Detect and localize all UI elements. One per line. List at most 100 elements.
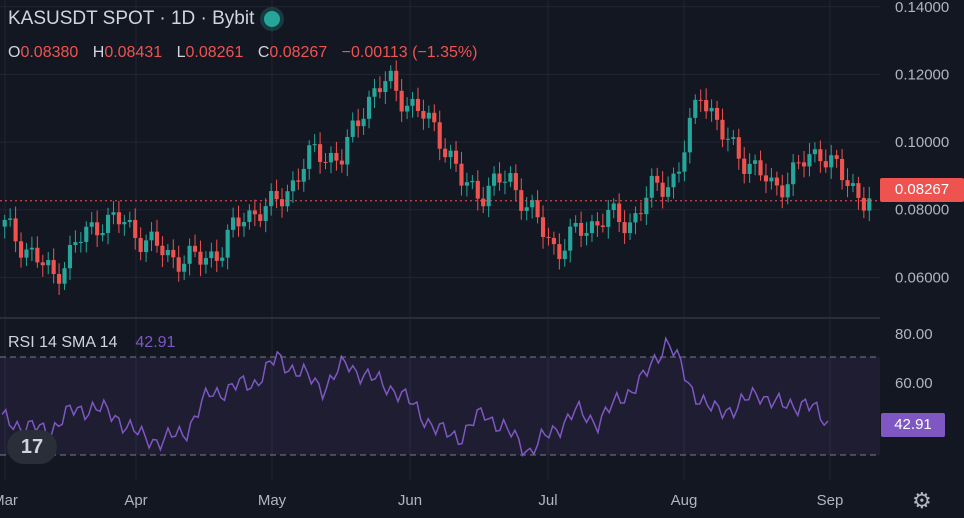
candle-body <box>149 231 154 241</box>
tradingview-logo-icon[interactable]: 17 <box>7 430 57 464</box>
candle-body <box>856 183 861 198</box>
candle-body <box>421 111 426 119</box>
candle-body <box>105 214 111 234</box>
candle-body <box>399 90 404 112</box>
candle-body <box>84 226 89 242</box>
candle-body <box>258 214 263 221</box>
candle-body <box>742 158 747 174</box>
candle-body <box>801 162 807 167</box>
candle-body <box>225 229 230 258</box>
market-status-icon <box>264 10 281 27</box>
candle-body <box>753 160 758 164</box>
candle-body <box>807 154 812 167</box>
candle-body <box>829 155 834 168</box>
candle-body <box>247 210 252 223</box>
candle-body <box>312 144 317 146</box>
candle-body <box>600 225 605 227</box>
low-label: L <box>176 44 186 61</box>
ohlc-readout: O0.08380 H0.08431 L0.08261 C0.08267 −0.0… <box>8 44 487 62</box>
time-axis-tick: Sep <box>817 492 844 509</box>
candle-body <box>513 173 518 191</box>
candle-body <box>279 199 285 207</box>
candle-body <box>40 262 45 266</box>
candle-body <box>606 210 611 227</box>
symbol-legend[interactable]: KASUSDT SPOT · 1D · Bybit <box>8 8 281 30</box>
candle-body <box>562 250 567 260</box>
candle-body <box>334 152 339 161</box>
candle-body <box>236 217 241 227</box>
candle-body <box>475 180 480 199</box>
rsi-band-fill <box>0 357 880 455</box>
candle-body <box>497 173 502 183</box>
candle-body <box>24 249 29 258</box>
candle-body <box>693 99 698 118</box>
high-value: 0.08431 <box>104 44 163 61</box>
candle-body <box>307 145 312 169</box>
candle-body <box>676 171 682 174</box>
candle-body <box>579 222 584 236</box>
candle-body <box>138 237 143 253</box>
candle-body <box>318 144 323 162</box>
candle-body <box>524 207 529 211</box>
candle-body <box>622 222 627 234</box>
change-value: −0.00113 (−1.35%) <box>341 44 478 61</box>
candle-body <box>448 150 453 158</box>
candle-body <box>388 70 393 82</box>
candle-body <box>296 180 301 182</box>
candle-body <box>57 274 62 284</box>
candle-body <box>426 112 431 119</box>
close-label: C <box>257 44 270 61</box>
candle-body <box>383 81 388 93</box>
candle-body <box>720 119 725 140</box>
candle-body <box>714 107 720 120</box>
candle-body <box>687 117 692 153</box>
candle-body <box>660 182 665 197</box>
candle-body <box>214 251 219 261</box>
candle-body <box>709 107 714 112</box>
candle-body <box>231 217 236 230</box>
candle-body <box>62 268 67 284</box>
candle-body <box>584 233 589 236</box>
candle-body <box>356 120 361 127</box>
candle-body <box>573 222 578 227</box>
candle-body <box>372 88 377 97</box>
candle-body <box>747 163 752 174</box>
candle-body <box>73 242 78 245</box>
candle-body <box>122 222 127 225</box>
time-axis-tick: Apr <box>124 492 147 509</box>
candle-body <box>834 155 839 159</box>
candle-body <box>127 220 132 223</box>
candle-body <box>301 168 306 182</box>
gear-icon[interactable]: ⚙ <box>912 488 932 513</box>
candle-body <box>100 233 105 236</box>
candle-body <box>323 161 328 163</box>
price-axis: 0.14000 0.12000 0.10000 0.08000 0.06000 <box>895 0 949 286</box>
candle-body <box>725 138 730 140</box>
candle-body <box>861 197 866 211</box>
candle-body <box>437 122 442 149</box>
candle-body <box>502 181 508 183</box>
time-axis-tick: Jun <box>398 492 422 509</box>
candle-body <box>644 197 649 215</box>
candle-body <box>89 222 94 227</box>
candle-body <box>8 218 13 220</box>
rsi-value: 42.91 <box>135 334 176 351</box>
high-label: H <box>92 44 105 61</box>
candle-body <box>95 222 100 236</box>
rsi-legend[interactable]: RSI 14 SMA 14 42.91 <box>8 334 175 352</box>
candle-body <box>154 231 160 246</box>
candle-body <box>812 149 817 155</box>
candle-body <box>144 240 149 253</box>
candle-body <box>345 136 350 165</box>
price-axis-tick: 0.08000 <box>895 202 949 219</box>
candle-body <box>638 213 643 215</box>
candle-body <box>823 161 828 168</box>
candle-body <box>633 213 638 223</box>
candle-body <box>459 163 464 186</box>
candle-body <box>361 118 366 127</box>
candle-body <box>2 219 7 227</box>
rsi-value-tag: 42.91 <box>881 413 945 437</box>
candle-body <box>171 249 176 258</box>
time-axis-tick: Jul <box>538 492 557 509</box>
